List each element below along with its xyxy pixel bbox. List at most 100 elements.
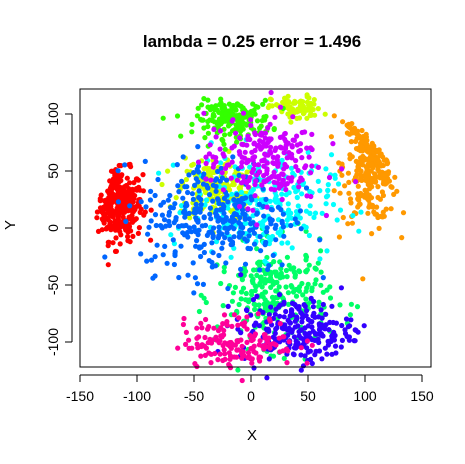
data-point <box>248 194 254 200</box>
data-point <box>118 193 124 199</box>
data-point <box>250 157 256 163</box>
data-point <box>303 252 309 258</box>
data-point <box>237 112 243 118</box>
data-point <box>236 121 242 127</box>
data-point <box>312 314 318 320</box>
data-point <box>229 112 236 118</box>
data-point <box>283 308 289 315</box>
data-point <box>206 350 212 356</box>
data-point <box>297 208 303 214</box>
data-point <box>292 98 298 104</box>
data-point <box>194 341 200 347</box>
data-point <box>130 233 136 239</box>
plot-box <box>79 88 432 368</box>
data-point <box>292 318 298 324</box>
data-point <box>104 224 110 231</box>
data-point <box>222 146 228 152</box>
data-points <box>94 89 407 384</box>
data-point <box>107 178 113 184</box>
data-point <box>291 265 297 271</box>
data-point <box>293 293 300 299</box>
data-point <box>325 187 331 194</box>
data-point <box>262 276 268 283</box>
data-point <box>249 169 255 175</box>
data-point <box>279 191 285 197</box>
data-point <box>364 137 370 143</box>
data-point <box>108 210 114 216</box>
data-point <box>318 332 324 338</box>
data-point <box>231 312 237 318</box>
data-point <box>358 168 364 174</box>
data-point <box>262 303 268 309</box>
data-point <box>170 237 176 243</box>
data-point <box>173 217 179 223</box>
y-tick-label: 50 <box>45 163 61 179</box>
data-point <box>238 266 244 272</box>
data-point <box>101 217 107 223</box>
data-point <box>186 337 192 343</box>
data-point <box>285 201 291 207</box>
data-point <box>220 342 226 349</box>
data-point <box>253 197 259 203</box>
data-point <box>228 242 234 248</box>
data-point <box>243 290 249 297</box>
data-point <box>242 149 248 155</box>
data-point <box>277 302 283 308</box>
data-point <box>271 169 277 175</box>
data-point <box>306 232 312 239</box>
data-point <box>193 176 199 182</box>
data-point <box>251 141 257 147</box>
data-point <box>259 132 265 138</box>
data-point <box>245 350 252 356</box>
data-point <box>196 308 202 315</box>
data-point <box>331 113 337 119</box>
data-point <box>327 295 334 301</box>
data-point <box>270 160 276 166</box>
data-point <box>189 121 195 127</box>
data-point <box>205 130 211 136</box>
data-point <box>293 189 299 195</box>
data-point <box>318 282 324 288</box>
data-point <box>261 213 267 219</box>
data-point <box>193 201 199 207</box>
data-point <box>265 140 271 146</box>
data-point <box>203 197 210 203</box>
x-tick-label: -50 <box>184 388 204 404</box>
data-point <box>317 188 323 194</box>
data-point <box>203 299 209 306</box>
data-point <box>346 190 352 196</box>
data-point <box>301 110 307 116</box>
data-point <box>191 170 197 176</box>
data-point <box>229 118 235 124</box>
data-point <box>353 158 359 164</box>
data-point <box>238 189 245 195</box>
data-point <box>165 168 171 174</box>
data-point <box>378 213 384 219</box>
data-point <box>210 250 216 256</box>
data-point <box>112 227 119 233</box>
data-point <box>222 111 229 117</box>
data-point <box>255 311 261 317</box>
data-point <box>219 245 225 251</box>
data-point <box>258 197 264 203</box>
data-point <box>213 134 219 140</box>
data-point <box>238 128 244 134</box>
data-point <box>137 187 143 193</box>
data-point <box>388 206 394 212</box>
data-point <box>198 201 204 208</box>
data-point <box>281 233 287 239</box>
data-point <box>283 284 289 290</box>
data-point <box>319 210 325 216</box>
data-point <box>302 129 308 135</box>
data-point <box>269 294 276 300</box>
data-point <box>355 164 361 170</box>
data-point <box>358 209 364 215</box>
data-point <box>215 196 221 202</box>
data-point <box>251 365 257 371</box>
data-point <box>242 216 248 222</box>
data-point <box>159 212 165 218</box>
data-point <box>138 251 144 257</box>
data-point <box>229 104 235 110</box>
data-point <box>307 203 313 209</box>
data-point <box>225 117 231 123</box>
